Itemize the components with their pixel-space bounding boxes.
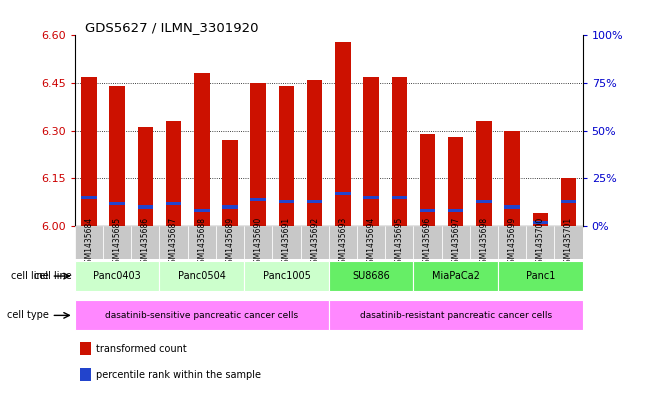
Bar: [81, 196, 97, 199]
Text: GSM1435686: GSM1435686: [141, 217, 150, 268]
Bar: [279, 200, 294, 203]
Bar: [561, 200, 576, 203]
Bar: [216, 226, 244, 259]
Bar: [476, 121, 492, 226]
Bar: [166, 202, 182, 205]
Bar: [533, 213, 548, 226]
Text: Panc1: Panc1: [525, 271, 555, 281]
Text: dasatinib-sensitive pancreatic cancer cells: dasatinib-sensitive pancreatic cancer ce…: [105, 311, 298, 320]
Bar: [75, 261, 159, 291]
Bar: [498, 261, 583, 291]
Text: GSM1435697: GSM1435697: [451, 217, 460, 268]
Bar: [413, 261, 498, 291]
Bar: [137, 205, 153, 209]
Bar: [476, 200, 492, 203]
Text: GSM1435690: GSM1435690: [254, 217, 263, 268]
Bar: [244, 261, 329, 291]
Bar: [109, 86, 125, 226]
Bar: [335, 42, 351, 226]
Bar: [187, 226, 216, 259]
Bar: [279, 86, 294, 226]
Text: GSM1435687: GSM1435687: [169, 217, 178, 268]
Text: GDS5627 / ILMN_3301920: GDS5627 / ILMN_3301920: [85, 21, 258, 34]
Bar: [420, 209, 436, 212]
Bar: [307, 200, 322, 203]
Bar: [159, 261, 244, 291]
Bar: [194, 209, 210, 212]
Text: GSM1435685: GSM1435685: [113, 217, 122, 268]
Text: GSM1435691: GSM1435691: [282, 217, 291, 268]
Bar: [413, 226, 441, 259]
Bar: [194, 73, 210, 226]
Text: GSM1435689: GSM1435689: [225, 217, 234, 268]
Bar: [498, 226, 526, 259]
Bar: [448, 137, 464, 226]
Text: cell line: cell line: [11, 271, 49, 281]
Bar: [470, 226, 498, 259]
Bar: [222, 205, 238, 209]
Text: transformed count: transformed count: [96, 344, 187, 354]
Text: cell type: cell type: [7, 310, 49, 320]
Text: MiaPaCa2: MiaPaCa2: [432, 271, 480, 281]
Bar: [301, 226, 329, 259]
Text: Panc1005: Panc1005: [262, 271, 311, 281]
Bar: [505, 205, 520, 209]
Text: GSM1435701: GSM1435701: [564, 217, 573, 268]
Bar: [103, 226, 132, 259]
Bar: [357, 226, 385, 259]
Bar: [363, 77, 379, 226]
Bar: [441, 226, 470, 259]
Text: Panc0504: Panc0504: [178, 271, 226, 281]
Bar: [335, 192, 351, 195]
Bar: [329, 300, 583, 331]
Bar: [505, 130, 520, 226]
Bar: [81, 77, 97, 226]
Text: percentile rank within the sample: percentile rank within the sample: [96, 370, 261, 380]
Text: cell line: cell line: [34, 271, 72, 281]
Text: GSM1435688: GSM1435688: [197, 217, 206, 268]
Text: GSM1435695: GSM1435695: [395, 217, 404, 268]
Bar: [166, 121, 182, 226]
Bar: [391, 196, 407, 199]
Bar: [420, 134, 436, 226]
Bar: [137, 127, 153, 226]
Text: dasatinib-resistant pancreatic cancer cells: dasatinib-resistant pancreatic cancer ce…: [359, 311, 552, 320]
Bar: [555, 226, 583, 259]
Bar: [448, 209, 464, 212]
Text: GSM1435696: GSM1435696: [423, 217, 432, 268]
Bar: [385, 226, 413, 259]
Bar: [329, 226, 357, 259]
Bar: [329, 261, 413, 291]
Bar: [109, 202, 125, 205]
Bar: [251, 83, 266, 226]
Text: Panc0403: Panc0403: [93, 271, 141, 281]
Bar: [363, 196, 379, 199]
Bar: [251, 198, 266, 201]
Bar: [561, 178, 576, 226]
Text: GSM1435700: GSM1435700: [536, 217, 545, 268]
Bar: [132, 226, 159, 259]
Bar: [80, 368, 91, 381]
Text: GSM1435698: GSM1435698: [479, 217, 488, 268]
Text: GSM1435693: GSM1435693: [339, 217, 348, 268]
Text: SU8686: SU8686: [352, 271, 390, 281]
Bar: [244, 226, 272, 259]
Bar: [222, 140, 238, 226]
Text: GSM1435692: GSM1435692: [310, 217, 319, 268]
Bar: [159, 226, 187, 259]
Bar: [75, 300, 329, 331]
Bar: [75, 226, 103, 259]
Bar: [526, 226, 555, 259]
Bar: [533, 220, 548, 224]
Text: GSM1435684: GSM1435684: [85, 217, 94, 268]
Bar: [391, 77, 407, 226]
Text: GSM1435699: GSM1435699: [508, 217, 517, 268]
Bar: [272, 226, 301, 259]
Text: GSM1435694: GSM1435694: [367, 217, 376, 268]
Bar: [307, 80, 322, 226]
Bar: [80, 342, 91, 355]
